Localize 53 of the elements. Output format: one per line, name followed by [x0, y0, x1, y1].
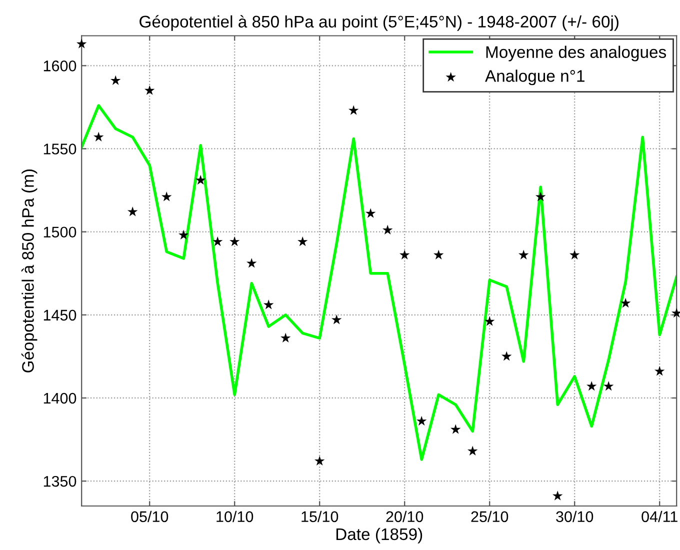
point [365, 208, 376, 218]
point [399, 250, 410, 260]
point [314, 456, 325, 466]
legend-label: Analogue n°1 [485, 70, 584, 86]
point [263, 300, 274, 310]
point [552, 490, 563, 500]
x-tick-label: 15/10 [302, 510, 338, 522]
x-tick-label: 20/10 [386, 510, 424, 522]
y-tick-label: 1400 [44, 392, 76, 404]
point [246, 258, 257, 268]
x-tick-label: 25/10 [471, 510, 508, 522]
y-tick-label: 1550 [44, 144, 76, 154]
point [450, 424, 461, 434]
point [297, 236, 308, 246]
y-axis-title: Géopotentiel à 850 hPa (m) [21, 170, 38, 372]
point [76, 38, 87, 48]
y-tick-label: 1350 [44, 476, 76, 487]
point [535, 192, 546, 202]
point [161, 192, 172, 202]
point [654, 366, 665, 376]
point [586, 380, 597, 391]
point [331, 314, 342, 324]
point [382, 224, 393, 235]
point [433, 250, 444, 260]
point [518, 250, 529, 260]
point [178, 230, 189, 240]
point [110, 75, 121, 85]
point [229, 236, 240, 246]
point [348, 105, 359, 115]
line-series [82, 104, 677, 461]
legend-label: Moyenne des analogues [486, 46, 666, 62]
y-tick-label: 1600 [44, 60, 76, 72]
point [620, 298, 631, 308]
x-tick-label: 10/10 [216, 510, 254, 522]
point [569, 250, 580, 260]
point [501, 351, 512, 361]
point [195, 174, 206, 185]
point [484, 316, 495, 326]
point [144, 85, 155, 95]
x-axis-title: Date (1859) [336, 528, 422, 544]
x-tick-label: 04/11 [642, 510, 678, 522]
y-tick-label: 1450 [44, 310, 76, 321]
point [603, 380, 614, 391]
x-tick-label: 05/10 [131, 510, 168, 522]
chart-title: Géopotentiel à 850 hPa au point (5°E;45°N) - 1948-2007 (+/- 60j) [140, 15, 618, 31]
point [93, 132, 104, 142]
point [212, 236, 223, 246]
point [280, 332, 291, 343]
y-tick-label: 1500 [44, 226, 76, 238]
point [467, 446, 478, 456]
point [127, 206, 138, 216]
x-tick-label: 30/10 [556, 510, 594, 522]
point [416, 416, 427, 426]
